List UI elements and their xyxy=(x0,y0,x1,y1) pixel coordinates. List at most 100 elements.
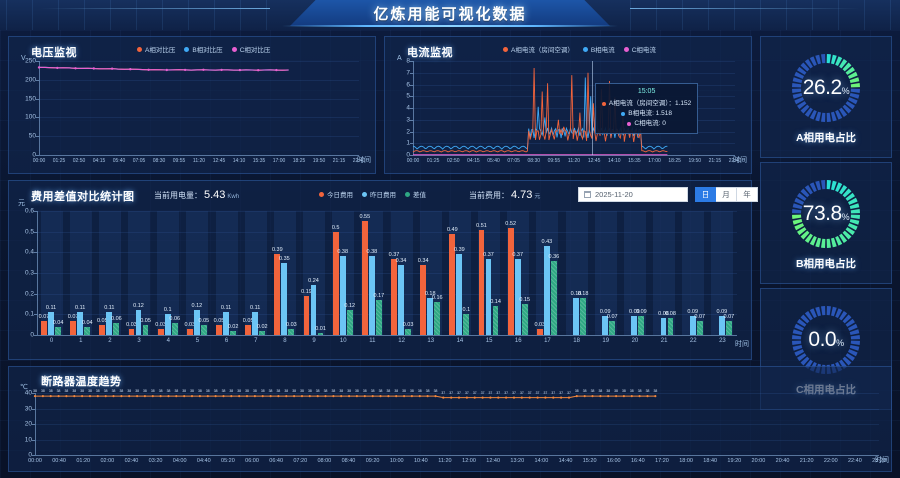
bar-昨日费用[interactable]: 0.1 xyxy=(164,307,172,335)
voltage-legend-item[interactable]: B相对比压 xyxy=(184,44,223,54)
bar-昨日费用[interactable]: 0.09 xyxy=(600,309,611,335)
bar-差值[interactable]: 0.09 xyxy=(636,309,647,335)
bar-昨日费用[interactable]: 0.43 xyxy=(541,239,552,335)
bar-差值[interactable]: 0.03 xyxy=(403,322,413,335)
bar-昨日费用[interactable]: 0.08 xyxy=(658,311,669,335)
bar-今日费用[interactable]: 0.05 xyxy=(214,318,224,335)
bar-今日费用[interactable]: 0.03 xyxy=(155,322,166,335)
bar-差值[interactable]: 0.05 xyxy=(140,318,151,335)
current-legend-item[interactable]: A相电流（房间空调） xyxy=(503,44,574,54)
bar-差值[interactable]: 0.17 xyxy=(374,293,384,335)
bar-今日费用[interactable]: 0.34 xyxy=(418,258,429,335)
bar-差值[interactable]: 0.1 xyxy=(463,307,470,335)
bar-昨日费用[interactable]: 0.18 xyxy=(425,291,436,335)
bar-昨日费用[interactable]: 0.11 xyxy=(46,305,56,335)
range-button-月[interactable]: 月 xyxy=(716,187,737,202)
voltage-legend-item[interactable]: A相对比压 xyxy=(137,44,175,54)
bar-差值[interactable]: 0.06 xyxy=(111,316,122,335)
header-tick xyxy=(656,0,657,30)
gauge-segment-inactive xyxy=(792,203,803,209)
bar-今日费用[interactable]: 0.07 xyxy=(39,314,49,335)
bar-昨日费用[interactable]: 0.35 xyxy=(279,256,290,335)
bar-value-label: 0.35 xyxy=(278,255,290,262)
bar-差值[interactable]: 0.12 xyxy=(344,303,355,335)
gauge-segment-inactive xyxy=(804,185,813,195)
bar-差值[interactable]: 0.05 xyxy=(199,318,209,335)
current-legend-item[interactable]: B相电流 xyxy=(582,44,615,54)
bar-昨日费用[interactable]: 0.12 xyxy=(191,303,202,335)
bar-昨日费用[interactable]: 0.37 xyxy=(483,252,494,335)
cost-legend-item[interactable]: 昨日费用 xyxy=(362,189,396,199)
bar-昨日费用[interactable]: 0.18 xyxy=(571,291,581,335)
bar-差值[interactable]: 0.08 xyxy=(665,311,676,335)
bar-今日费用[interactable]: 0.37 xyxy=(389,252,399,335)
temperature-series-point xyxy=(222,395,225,398)
range-selector[interactable]: 日月年 xyxy=(695,187,758,202)
bar-今日费用[interactable]: 0.5 xyxy=(332,225,339,335)
bar-差值[interactable]: 0.04 xyxy=(53,320,63,335)
current-legend-label: B相电流 xyxy=(590,47,615,54)
bar-昨日费用[interactable]: 0.11 xyxy=(250,305,260,335)
bar-今日费用[interactable]: 0.05 xyxy=(97,318,108,335)
cost-legend-item[interactable]: 差值 xyxy=(405,189,426,199)
range-button-年[interactable]: 年 xyxy=(737,187,758,202)
bar-昨日费用[interactable]: 0.09 xyxy=(629,309,640,335)
header-tick xyxy=(812,0,813,30)
bar-昨日费用[interactable]: 0.11 xyxy=(104,305,114,335)
bar-今日费用[interactable]: 0.55 xyxy=(359,214,370,335)
bar-value-label: 0.34 xyxy=(395,257,407,264)
voltage-series-point xyxy=(275,68,278,72)
bar-今日费用[interactable]: 0.19 xyxy=(301,289,312,335)
bar-今日费用[interactable]: 0.51 xyxy=(476,223,487,335)
bar-昨日费用[interactable]: 0.38 xyxy=(337,249,348,335)
gauge-segment-active xyxy=(792,219,803,225)
bar-今日费用[interactable]: 0.49 xyxy=(447,227,458,335)
bar-今日费用[interactable]: 0.03 xyxy=(184,322,195,335)
bar-差值[interactable]: 0.07 xyxy=(607,314,618,335)
bar-差值[interactable]: 0.07 xyxy=(724,314,734,335)
bar-今日费用[interactable]: 0.03 xyxy=(126,322,137,335)
bar-差值[interactable]: 0.02 xyxy=(228,324,238,335)
temperature-series-point xyxy=(49,395,52,398)
voltage-legend-item[interactable]: C相对比压 xyxy=(231,44,270,54)
bar-差值[interactable]: 0.18 xyxy=(578,291,588,335)
bar-差值[interactable]: 0.36 xyxy=(549,254,559,335)
range-button-日[interactable]: 日 xyxy=(695,187,716,202)
cost-legend-item[interactable]: 今日费用 xyxy=(319,189,353,199)
y-axis-tick: 1 xyxy=(406,139,410,147)
temperature-point-label: 38 xyxy=(88,389,92,394)
bar-差值[interactable]: 0.06 xyxy=(169,316,180,335)
bar-差值[interactable]: 0.14 xyxy=(490,299,501,335)
bar-今日费用[interactable]: 0.39 xyxy=(272,247,283,335)
bar-差值[interactable]: 0.16 xyxy=(432,295,443,335)
bar-今日费用[interactable]: 0.05 xyxy=(243,318,254,335)
legend-marker-icon xyxy=(137,46,142,52)
bar-差值[interactable]: 0.15 xyxy=(519,297,530,335)
y-axis-tick: 0 xyxy=(406,151,410,159)
bar-昨日费用[interactable]: 0.12 xyxy=(133,303,144,335)
date-picker[interactable]: 2025-11-20 xyxy=(578,187,688,202)
bar-差值[interactable]: 0.04 xyxy=(82,320,93,335)
bar-今日费用[interactable]: 0.03 xyxy=(534,322,545,335)
bar-今日费用[interactable]: 0.52 xyxy=(505,221,516,335)
current-legend-item[interactable]: C相电流 xyxy=(623,44,656,54)
y-axis-tick-mark xyxy=(36,136,39,138)
temperature-series-point xyxy=(434,395,437,398)
bar-今日费用[interactable]: 0.07 xyxy=(68,314,79,335)
bar-昨日费用[interactable]: 0.39 xyxy=(454,247,465,335)
bar-昨日费用[interactable]: 0.09 xyxy=(716,309,727,335)
temperature-point-label: 38 xyxy=(284,389,289,394)
bar-昨日费用[interactable]: 0.37 xyxy=(512,252,523,335)
gauge-segment-active xyxy=(826,54,831,64)
bar-昨日费用[interactable]: 0.11 xyxy=(221,305,231,335)
bar-差值[interactable]: 0.07 xyxy=(694,314,705,335)
x-axis-tick: 12:45 xyxy=(587,158,601,164)
bar-差值[interactable]: 0.03 xyxy=(286,322,297,335)
bar-昨日费用[interactable]: 0.24 xyxy=(308,278,319,335)
bar-差值[interactable]: 0.01 xyxy=(315,326,326,335)
bar-昨日费用[interactable]: 0.34 xyxy=(396,258,406,335)
bar-昨日费用[interactable]: 0.38 xyxy=(366,249,377,335)
bar-差值[interactable]: 0.02 xyxy=(257,324,268,335)
bar-昨日费用[interactable]: 0.09 xyxy=(687,309,698,335)
bar-昨日费用[interactable]: 0.11 xyxy=(75,305,85,335)
